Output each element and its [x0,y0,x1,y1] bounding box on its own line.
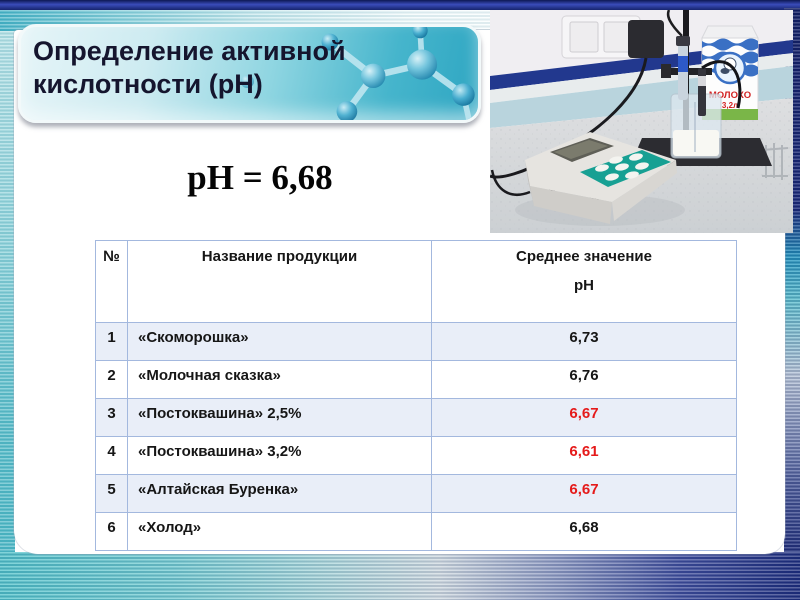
bg-top-navy-bar [0,0,800,10]
bg-bottom-stripe-band [0,552,800,600]
table-cell-name: «Скоморошка» [127,322,432,361]
col-header-num: № [95,240,128,323]
table-cell-num: 5 [95,474,128,513]
bg-left-stripe [0,31,15,555]
table-header-row: № Название продукции Среднее значение рН [95,240,737,323]
molecule-graphic [240,27,475,120]
table-cell-num: 3 [95,398,128,437]
slide-title: Определение активной кислотности (рН) [33,36,346,100]
table-cell-value: 6,67 [431,398,737,437]
table-row: 1 «Скоморошка» 6,73 [95,322,737,361]
col-header-value-line2: рН [574,277,594,294]
carton-volume-text: 3,2л [722,101,738,110]
title-banner: Определение активной кислотности (рН) [18,24,481,123]
table-cell-name: «Постоквашина» 2,5% [127,398,432,437]
table-cell-value: 6,67 [431,474,737,513]
table-row: 4 «Постоквашина» 3,2% 6,61 [95,436,737,475]
table-cell-num: 1 [95,322,128,361]
ph-result-text: pH = 6,68 [187,158,333,197]
table-cell-name: «Алтайская Буренка» [127,474,432,513]
col-header-value: Среднее значение рН [431,240,737,323]
table-cell-name: «Молочная сказка» [127,360,432,399]
col-header-name: Название продукции [127,240,432,323]
table-row: 3 «Постоквашина» 2,5% 6,67 [95,398,737,437]
table-row: 5 «Алтайская Буренка» 6,67 [95,474,737,513]
table-cell-num: 2 [95,360,128,399]
lab-photo: МОЛОКО 3,2л [489,9,793,233]
table-row: 2 «Молочная сказка» 6,76 [95,360,737,399]
carton-title-text: МОЛОКО [709,90,751,101]
table-cell-value: 6,68 [431,512,737,551]
table-cell-name: «Постоквашина» 3,2% [127,436,432,475]
ph-meter-device [515,132,685,226]
table-cell-value: 6,76 [431,360,737,399]
table-cell-num: 6 [95,512,128,551]
table-body: 1 «Скоморошка» 6,73 2 «Молочная сказка» 6,76 3… [95,322,737,551]
table-cell-name: «Холод» [127,512,432,551]
col-header-value-line1: Среднее значение [516,248,652,265]
ph-table: № Название продукции Среднее значение рН… [95,240,737,551]
table-row: 6 «Холод» 6,68 [95,512,737,551]
table-cell-value: 6,61 [431,436,737,475]
lab-photo-art: МОЛОКО 3,2л [489,9,793,233]
table-cell-value: 6,73 [431,322,737,361]
table-cell-num: 4 [95,436,128,475]
